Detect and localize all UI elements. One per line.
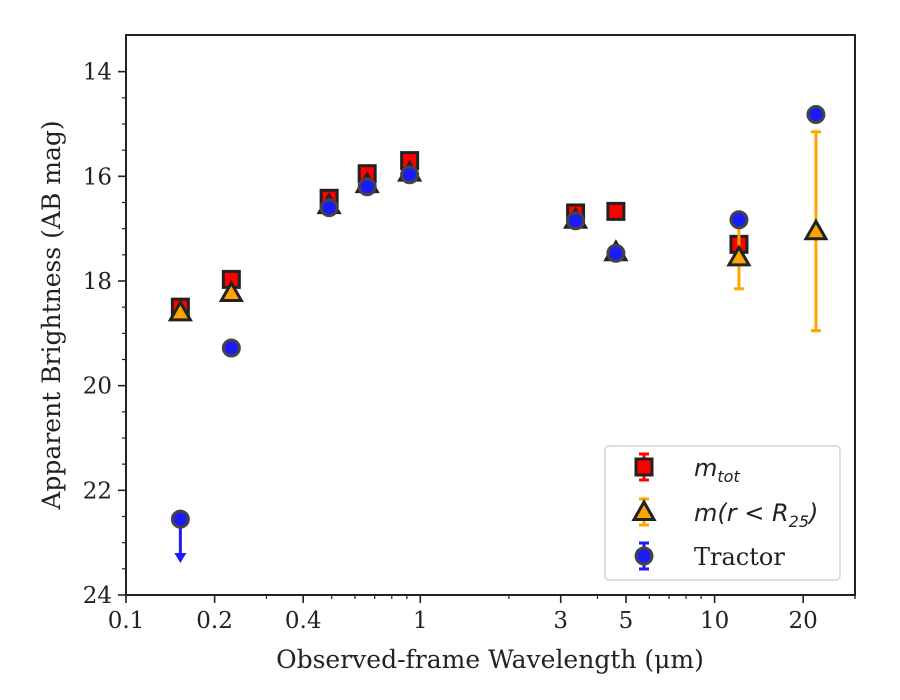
x-tick-label: 1: [413, 608, 428, 634]
y-tick-label: 18: [83, 269, 112, 295]
m-r25-point: [218, 279, 244, 303]
x-tick-label: 0.4: [285, 608, 322, 634]
y-axis: 14 16 18 20 22 24: [83, 60, 126, 609]
tractor-point: [606, 243, 626, 263]
tractor-point: [400, 165, 420, 185]
x-axis: 0.1 0.2 0.4 1 3 5 10 20: [108, 595, 856, 634]
tractor-point: [357, 177, 377, 197]
tractor-point: [319, 198, 339, 218]
m-r25-point: [726, 244, 752, 267]
tractor-point: [170, 509, 190, 529]
legend-label-tractor: Tractor: [694, 543, 785, 571]
legend-marker-mtot: [634, 457, 654, 477]
y-tick-label: 16: [83, 164, 112, 190]
x-tick-label: 10: [700, 608, 729, 634]
x-tick-label: 3: [553, 608, 568, 634]
legend-frame: [604, 445, 841, 581]
data-marks: [167, 105, 829, 563]
x-tick-label: 0.2: [196, 608, 233, 634]
series-tractor: [170, 105, 826, 563]
tractor-point: [221, 338, 241, 358]
y-tick-label: 24: [83, 583, 112, 609]
legend-marker-m-r25: [631, 498, 657, 521]
tractor-point: [729, 210, 749, 230]
m-r25-point: [803, 218, 829, 241]
x-tick-label: 0.1: [108, 608, 145, 634]
m-r25-point: [167, 299, 193, 322]
x-tick-label: 20: [789, 608, 818, 634]
y-tick-label: 20: [83, 374, 112, 400]
tractor-point: [566, 211, 586, 231]
y-tick-label: 14: [83, 60, 112, 86]
legend-marker-tractor: [634, 546, 654, 566]
upper-limit-arrowhead: [174, 552, 187, 563]
y-tick-label: 22: [83, 478, 112, 504]
x-axis-label: Observed-frame Wavelength (μm): [276, 645, 704, 674]
x-tick-label: 5: [619, 608, 634, 634]
mtot-point: [606, 201, 626, 221]
y-axis-label: Apparent Brightness (AB mag): [37, 120, 66, 510]
tractor-point: [806, 105, 826, 125]
